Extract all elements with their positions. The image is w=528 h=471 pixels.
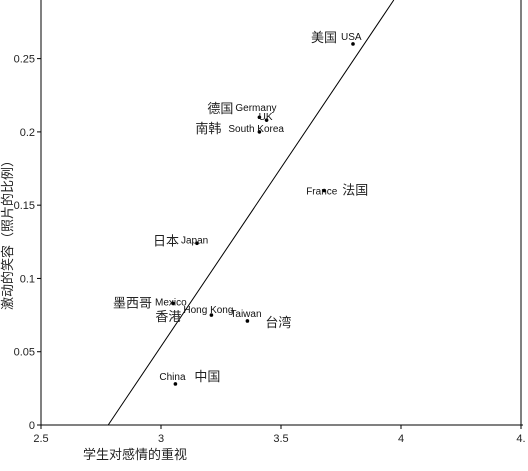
data-point	[257, 115, 262, 120]
point-label-en: South Korea	[228, 124, 284, 135]
point-label-zh: 日本	[153, 234, 179, 249]
point-label-en: China	[159, 372, 186, 383]
point-label-en: France	[306, 187, 338, 198]
point-label-en: Taiwan	[230, 309, 261, 320]
x-ticks: 2.5 3 3.5 4 4.	[33, 425, 526, 445]
point-label-en: USA	[341, 32, 362, 43]
x-tick-label: 3	[158, 433, 164, 445]
y-tick-label: 0.05	[14, 347, 35, 359]
point-label-zh: 香港	[155, 310, 181, 325]
data-point	[195, 241, 199, 246]
x-tick-label: 4.	[516, 433, 525, 445]
point-label-zh: 台湾	[265, 315, 291, 331]
data-point	[264, 118, 269, 122]
point-label-zh: 中国	[194, 370, 220, 385]
y-axis-title: 激动的笑容（照片的比例）	[0, 154, 16, 310]
y-tick-label: 0.15	[14, 200, 35, 212]
y-tick-label: 0	[29, 420, 35, 432]
data-point	[351, 42, 355, 46]
point-label-en: Japan	[181, 235, 208, 246]
data-point	[209, 313, 214, 317]
data-point	[257, 130, 262, 134]
axes	[40, 0, 523, 426]
y-tick-label: 0.25	[14, 54, 35, 66]
x-tick-label: 2.5	[33, 433, 48, 445]
y-tick-label: 0.2	[20, 127, 35, 139]
data-point	[171, 301, 175, 306]
x-axis-title: 学生对感情的重视	[83, 447, 187, 463]
trend-line-group	[107, 0, 395, 426]
data-point	[245, 319, 250, 323]
point-label-en: Hong Kong	[183, 305, 233, 316]
point-label-zh: 法国	[342, 184, 368, 199]
point-label-zh: 南韩	[195, 121, 221, 137]
data-point	[322, 188, 327, 193]
point-label-en: Germany	[235, 103, 276, 114]
trend-line	[107, 0, 395, 426]
y-tick-label: 0.1	[20, 273, 35, 285]
point-label-zh: 墨西哥	[113, 296, 152, 311]
point-label-zh: 德国	[207, 102, 233, 117]
point-label-zh: 美国	[311, 31, 337, 46]
y-ticks: 0 0.05 0.1 0.15 0.2 0.25	[14, 54, 41, 432]
point-label-en: Mexico	[155, 297, 187, 308]
x-tick-label: 4	[398, 433, 404, 445]
data-points	[171, 42, 355, 386]
data-point	[173, 382, 178, 386]
point-label-en: UK	[259, 112, 273, 123]
x-tick-label: 3.5	[273, 433, 288, 445]
